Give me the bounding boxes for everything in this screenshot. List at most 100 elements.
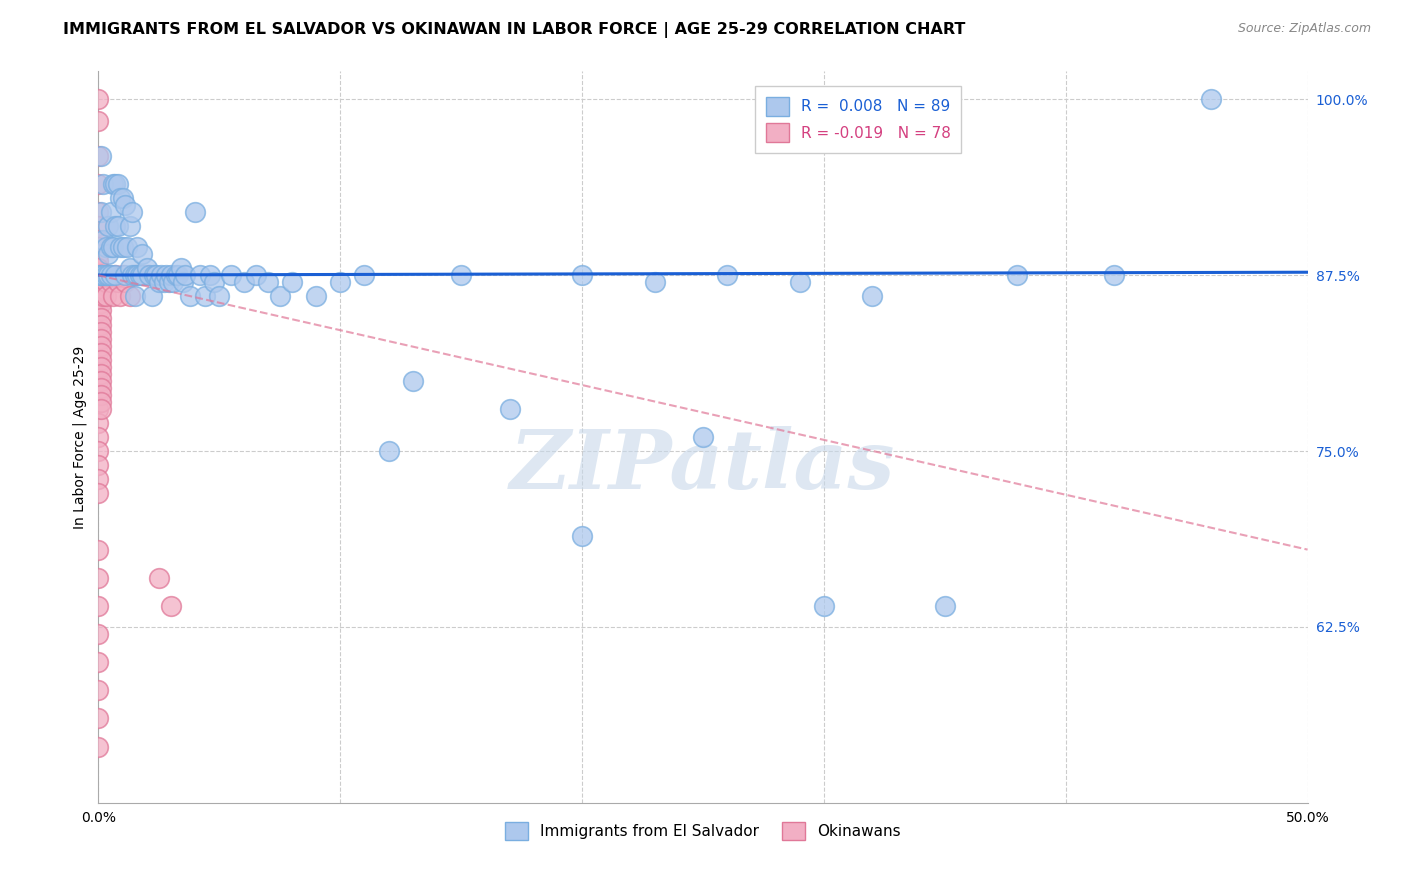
Point [104, 268, 127, 283]
Point [100, 268, 122, 283]
Point [135, 261, 157, 276]
Point [87, 240, 110, 254]
Point [90, 401, 112, 416]
Point [860, 289, 883, 303]
Point [108, 289, 131, 303]
Point [94, 240, 117, 254]
Point [90, 310, 112, 325]
Point [108, 240, 131, 254]
Point [97, 268, 120, 283]
Point [131, 268, 153, 283]
Point [87, 318, 110, 332]
Point [101, 177, 124, 191]
Point [90, 388, 112, 402]
Point [174, 268, 197, 283]
Point [97, 247, 120, 261]
Point [87, 599, 110, 613]
Point [87, 571, 110, 585]
Point [114, 198, 136, 212]
Point [148, 276, 170, 290]
Text: ZIPatlas: ZIPatlas [510, 426, 896, 507]
Point [87, 177, 110, 191]
Point [87, 711, 110, 725]
Point [87, 430, 110, 444]
Point [789, 276, 811, 290]
Point [87, 683, 110, 698]
Point [97, 268, 120, 283]
Point [90, 296, 112, 310]
Point [281, 276, 304, 290]
Point [90, 325, 112, 339]
Point [87, 268, 110, 283]
Point [179, 289, 201, 303]
Point [128, 268, 150, 283]
Point [124, 268, 146, 283]
Point [148, 571, 170, 585]
Point [114, 268, 136, 283]
Point [194, 289, 217, 303]
Point [87, 486, 110, 500]
Point [87, 289, 110, 303]
Point [329, 276, 352, 290]
Point [104, 177, 127, 191]
Point [94, 289, 117, 303]
Text: IMMIGRANTS FROM EL SALVADOR VS OKINAWAN IN LABOR FORCE | AGE 25-29 CORRELATION C: IMMIGRANTS FROM EL SALVADOR VS OKINAWAN … [63, 22, 966, 38]
Point [90, 359, 112, 374]
Point [107, 177, 129, 191]
Point [87, 247, 110, 261]
Point [87, 282, 110, 296]
Point [152, 276, 174, 290]
Point [87, 93, 110, 107]
Point [90, 149, 112, 163]
Point [162, 276, 184, 290]
Point [232, 276, 254, 290]
Point [571, 268, 593, 283]
Point [121, 268, 143, 283]
Point [245, 268, 267, 283]
Point [90, 268, 112, 283]
Point [90, 352, 112, 367]
Point [934, 599, 956, 613]
Point [90, 303, 112, 318]
Point [87, 472, 110, 486]
Point [90, 268, 112, 283]
Point [90, 268, 112, 283]
Point [716, 268, 738, 283]
Point [269, 289, 291, 303]
Point [91, 268, 114, 283]
Point [90, 289, 112, 303]
Point [87, 113, 110, 128]
Point [121, 205, 143, 219]
Point [124, 289, 146, 303]
Point [571, 528, 593, 542]
Point [91, 289, 114, 303]
Point [101, 289, 124, 303]
Point [87, 303, 110, 318]
Point [1007, 268, 1029, 283]
Point [87, 739, 110, 754]
Point [90, 339, 112, 353]
Legend: Immigrants from El Salvador, Okinawans: Immigrants from El Salvador, Okinawans [499, 815, 907, 847]
Point [90, 282, 112, 296]
Point [256, 276, 278, 290]
Point [450, 268, 472, 283]
Point [644, 276, 666, 290]
Point [692, 430, 714, 444]
Point [118, 261, 141, 276]
Point [90, 345, 112, 359]
Point [87, 261, 110, 276]
Point [117, 240, 139, 254]
Point [111, 240, 134, 254]
Point [94, 276, 117, 290]
Point [402, 374, 425, 388]
Point [87, 627, 110, 641]
Point [87, 655, 110, 669]
Point [127, 240, 149, 254]
Point [141, 289, 163, 303]
Point [114, 276, 136, 290]
Point [104, 219, 127, 233]
Point [150, 268, 173, 283]
Point [89, 268, 111, 283]
Point [145, 268, 167, 283]
Point [127, 268, 149, 283]
